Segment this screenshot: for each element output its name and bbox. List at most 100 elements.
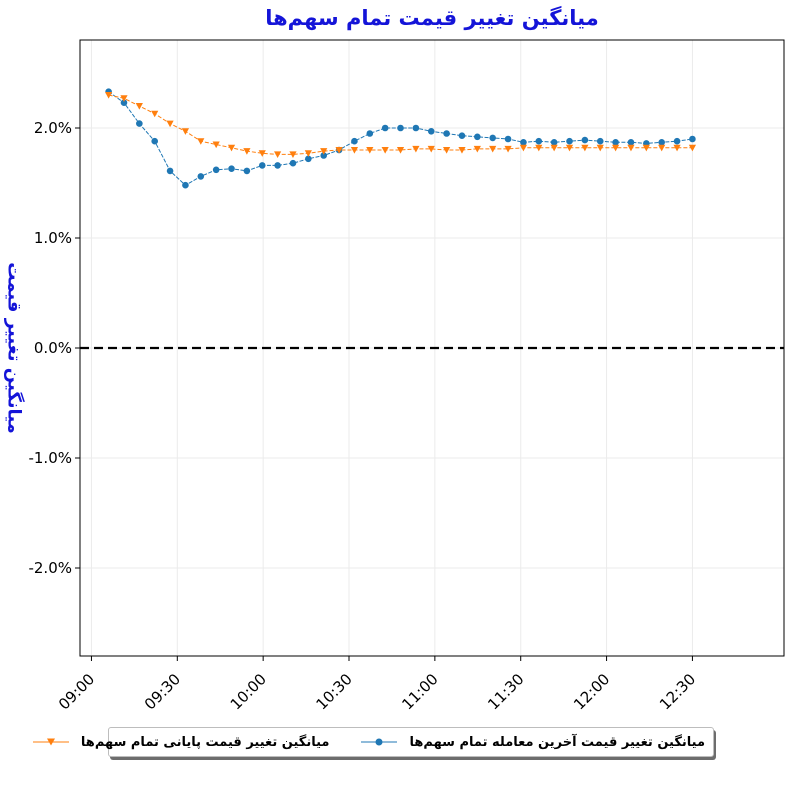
data-point [258, 162, 266, 169]
data-point [581, 144, 589, 152]
data-point [565, 144, 574, 152]
legend-swatch-triangle-icon [32, 738, 69, 746]
data-point [458, 132, 466, 139]
data-point [658, 139, 665, 146]
x-tick-label: 09:00 [55, 670, 98, 713]
data-point [427, 128, 435, 135]
y-tick-label: 0.0% [34, 339, 72, 357]
data-point [335, 147, 343, 154]
data-point [227, 144, 236, 152]
data-point [166, 167, 174, 175]
data-point [243, 167, 251, 175]
data-point [550, 139, 558, 146]
x-tick-label: 10:30 [313, 670, 356, 713]
data-point [412, 145, 420, 153]
data-point [627, 139, 635, 146]
data-point [474, 133, 481, 141]
data-point [182, 181, 189, 189]
data-point [443, 130, 450, 137]
data-point [304, 150, 312, 157]
data-point [320, 152, 328, 159]
data-point [458, 147, 466, 154]
data-point [181, 128, 190, 135]
data-point [289, 151, 297, 158]
data-point [120, 95, 128, 102]
data-point [550, 144, 558, 152]
data-point [520, 139, 527, 146]
data-point [305, 155, 312, 163]
data-point [136, 120, 143, 127]
series-layer [105, 88, 697, 189]
data-point [688, 144, 697, 152]
data-point [243, 148, 251, 155]
data-point [381, 124, 389, 132]
data-point [350, 147, 359, 154]
data-point [120, 99, 128, 106]
x-tick-label: 12:30 [656, 670, 699, 713]
x-tick-label: 09:30 [141, 670, 184, 713]
series-last-trade [105, 88, 696, 189]
y-tick-label: -2.0% [28, 559, 72, 577]
data-point [366, 130, 374, 137]
legend-entry-last-trade: میانگین تغییر قیمت آخرین معامله تمام سهم… [359, 735, 705, 750]
data-point [166, 120, 174, 128]
data-point [673, 144, 681, 152]
y-tick-label: 1.0% [34, 229, 72, 247]
data-point [627, 144, 635, 152]
data-point [396, 147, 405, 154]
data-point [320, 148, 328, 155]
data-point [105, 92, 113, 99]
data-point [673, 137, 681, 145]
data-point [566, 137, 573, 145]
x-tick-label: 10:00 [227, 670, 270, 713]
data-point [489, 134, 497, 142]
data-point [473, 145, 481, 153]
x-tick-label: 12:00 [570, 670, 613, 713]
data-point [519, 144, 528, 152]
data-point [258, 150, 266, 157]
legend-label-last-trade: میانگین تغییر قیمت آخرین معامله تمام سهم… [409, 734, 705, 750]
y-tick-label: 2.0% [34, 119, 72, 137]
data-point [351, 137, 358, 145]
data-point [612, 139, 619, 146]
data-point [366, 147, 374, 154]
y-tick-label: -1.0% [28, 449, 72, 467]
data-point [489, 145, 497, 153]
data-point [689, 135, 696, 143]
legend-label-closing: میانگین تغییر قیمت پایانی تمام سهم‌ها [80, 734, 330, 750]
data-point [197, 138, 205, 145]
series-closing [105, 92, 697, 158]
legend-swatch-circle-icon [361, 738, 398, 746]
data-point [289, 159, 297, 167]
data-point [212, 166, 220, 174]
data-point [212, 141, 220, 149]
x-tick-label: 11:00 [398, 670, 441, 713]
data-point [397, 124, 404, 132]
data-point [535, 144, 543, 152]
data-point [581, 136, 589, 144]
legend-entry-closing: میانگین تغییر قیمت پایانی تمام سهم‌ها [31, 734, 330, 750]
data-point [274, 151, 282, 158]
data-point [197, 173, 205, 180]
data-point [135, 103, 143, 110]
x-tick-label: 11:30 [484, 670, 527, 713]
data-point [658, 144, 666, 152]
legend: میانگین تغییر قیمت آخرین معامله تمام سهم… [32, 727, 714, 757]
data-point [642, 144, 650, 152]
data-point [427, 145, 435, 153]
data-point [443, 147, 451, 154]
data-point [596, 144, 604, 152]
data-point [596, 137, 604, 145]
data-point [504, 145, 512, 153]
data-point [228, 165, 235, 172]
data-point [381, 147, 389, 154]
data-point [274, 162, 281, 169]
data-point [151, 110, 159, 118]
data-point [504, 135, 512, 143]
data-point [535, 137, 543, 145]
data-point [412, 124, 420, 132]
chart-title: میانگین تغییر قیمت تمام سهم‌ها [265, 6, 599, 30]
data-point [151, 137, 159, 145]
tick-layer: 09:00 09:30 10:00 10:30 11:00 11:30 12:00 12:30… [28, 119, 699, 713]
